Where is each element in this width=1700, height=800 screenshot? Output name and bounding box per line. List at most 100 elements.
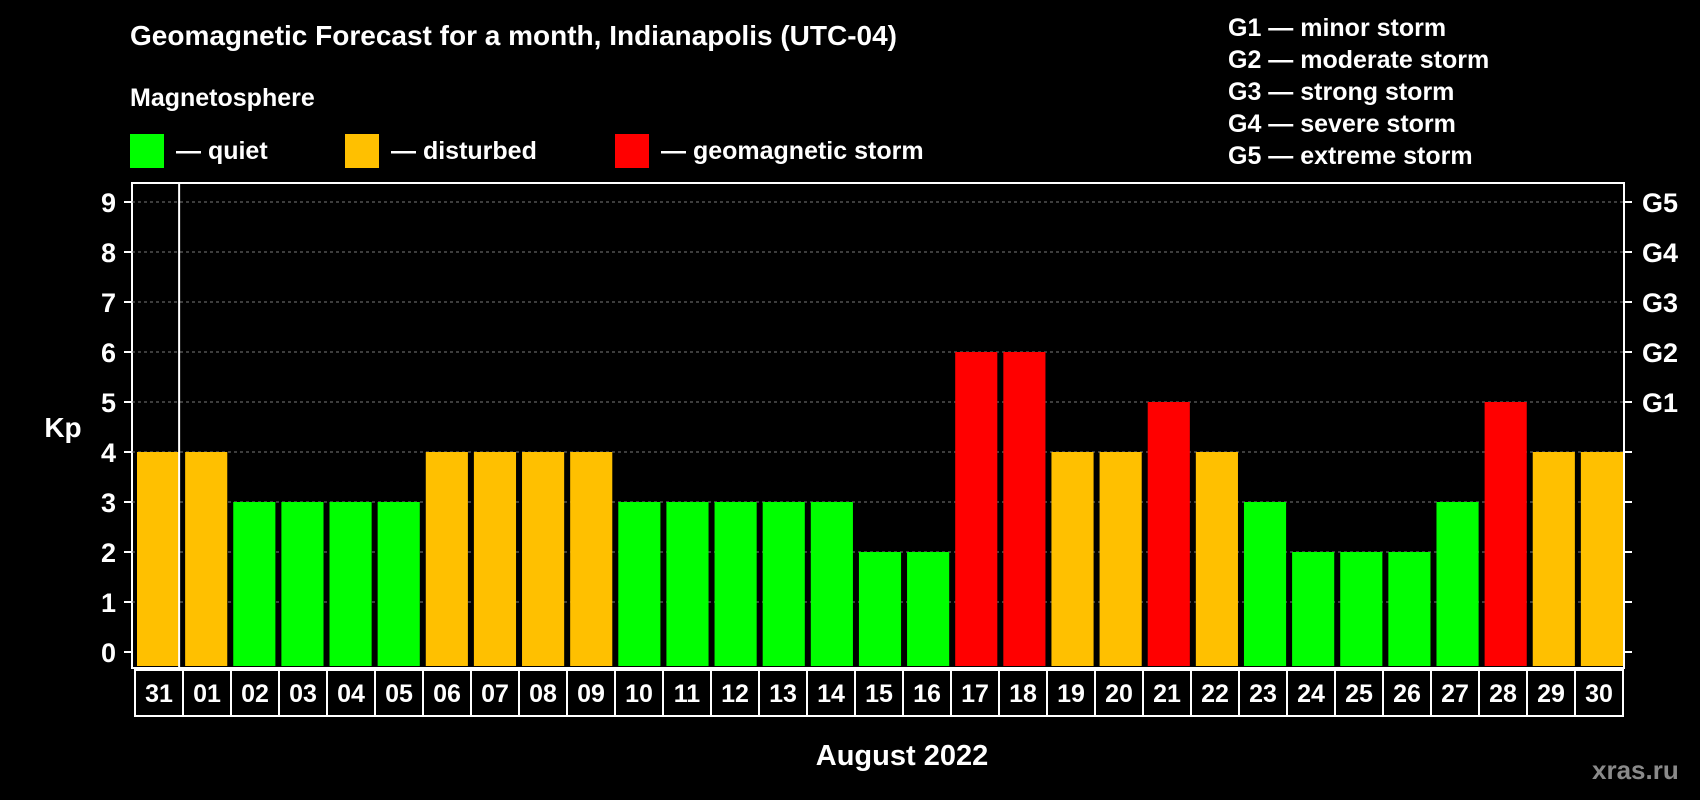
x-tick-label: 13 [769,680,797,708]
x-tick-label: 12 [721,680,749,708]
legend-disturbed-label: — disturbed [391,136,537,165]
y-axis-label: Kp [44,412,81,443]
storm-level-label: G4 [1642,238,1678,268]
bar-31 [137,452,180,666]
bar-25 [1340,552,1383,666]
x-tick-label: 24 [1297,680,1325,708]
legend-disturbed: — disturbed [345,134,537,168]
y-tick-label: 0 [101,638,116,668]
x-tick-label: 15 [865,680,893,708]
bar-04 [329,502,372,666]
bar-19 [1051,452,1094,666]
bar-10 [618,502,661,666]
chart-title: Geomagnetic Forecast for a month, Indian… [130,20,897,51]
storm-scale-legend: G1 — minor storm G2 — moderate storm G3 … [1228,12,1489,172]
bar-28 [1484,402,1527,666]
bar-14 [810,502,853,666]
bar-17 [955,352,998,666]
storm-scale-g5: G5 — extreme storm [1228,142,1473,170]
storm-scale-g1: G1 — minor storm [1228,14,1447,42]
y-tick-label: 7 [101,288,116,318]
magnetosphere-title: Magnetosphere [130,84,315,112]
x-tick-label: 17 [961,680,989,708]
x-tick-label: 09 [577,680,605,708]
x-tick-label: 08 [529,680,557,708]
x-tick-label: 11 [674,680,701,708]
bar-22 [1195,452,1238,666]
legend-quiet-label: — quiet [176,136,268,165]
x-tick-label: 22 [1201,680,1229,708]
bar-13 [762,502,805,666]
bar-30 [1580,452,1623,666]
bar-03 [281,502,324,666]
bar-12 [714,502,757,666]
x-tick-label: 10 [625,680,653,708]
bar-27 [1436,502,1479,666]
plot-frame [131,182,1625,669]
bar-07 [473,452,517,666]
storm-scale-g4: G4 — severe storm [1228,110,1456,138]
bar-29 [1532,452,1575,666]
x-tick-label: 06 [433,680,461,708]
x-tick-label: 26 [1393,680,1421,708]
bar-09 [570,452,613,666]
date-box [1574,669,1624,717]
x-tick-label: 05 [385,680,413,708]
x-tick-label: 04 [337,680,365,708]
x-tick-label: 02 [241,680,269,708]
storm-scale-g2: G2 — moderate storm [1228,46,1490,74]
x-axis-label: August 2022 [816,740,988,772]
bar-06 [425,452,468,666]
x-tick-label: 27 [1441,680,1469,708]
storm-level-label: G1 [1642,388,1678,418]
watermark: xras.ru [1592,755,1679,785]
y-tick-label: 5 [101,388,116,418]
legend-quiet-swatch [130,134,164,168]
bar-20 [1099,452,1142,666]
y-tick-label: 9 [101,188,116,218]
bar-05 [377,502,420,666]
storm-scale-g3: G3 — strong storm [1228,78,1455,106]
storm-level-label: G5 [1642,188,1678,218]
bar-15 [858,552,902,666]
y-tick-label: 3 [101,488,116,518]
bar-08 [522,452,565,666]
legend-storm: — geomagnetic storm [615,134,924,168]
bar-02 [233,502,276,666]
x-tick-label: 01 [193,680,221,708]
bar-24 [1292,552,1335,666]
bar-01 [185,452,228,666]
x-tick-label: 19 [1057,680,1085,708]
y-tick-label: 2 [101,538,116,568]
legend-quiet: — quiet [130,134,268,168]
x-tick-label: 20 [1105,680,1133,708]
y-tick-label: 1 [101,588,116,618]
y-tick-label: 4 [101,438,116,468]
bar-26 [1388,552,1431,666]
bar-21 [1147,402,1190,666]
bar-11 [666,502,709,666]
y-tick-label: 8 [101,238,116,268]
legend-storm-swatch [615,134,649,168]
x-tick-label: 30 [1585,680,1613,708]
x-tick-label: 21 [1153,680,1181,708]
x-tick-label: 29 [1537,680,1565,708]
storm-level-label: G3 [1642,288,1678,318]
x-tick-label: 31 [145,680,173,708]
bar-23 [1243,502,1287,666]
x-tick-label: 18 [1009,680,1037,708]
x-tick-label: 23 [1249,680,1277,708]
x-tick-label: 07 [481,680,509,708]
x-tick-label: 25 [1345,680,1373,708]
x-tick-label: 03 [289,680,317,708]
bar-16 [907,552,950,666]
x-tick-label: 14 [817,680,845,708]
storm-level-label: G2 [1642,338,1678,368]
bar-18 [1003,352,1046,666]
x-tick-label: 16 [913,680,941,708]
legend-storm-label: — geomagnetic storm [661,136,924,165]
legend-disturbed-swatch [345,134,379,168]
y-tick-label: 6 [101,338,116,368]
x-tick-label: 28 [1489,680,1517,708]
